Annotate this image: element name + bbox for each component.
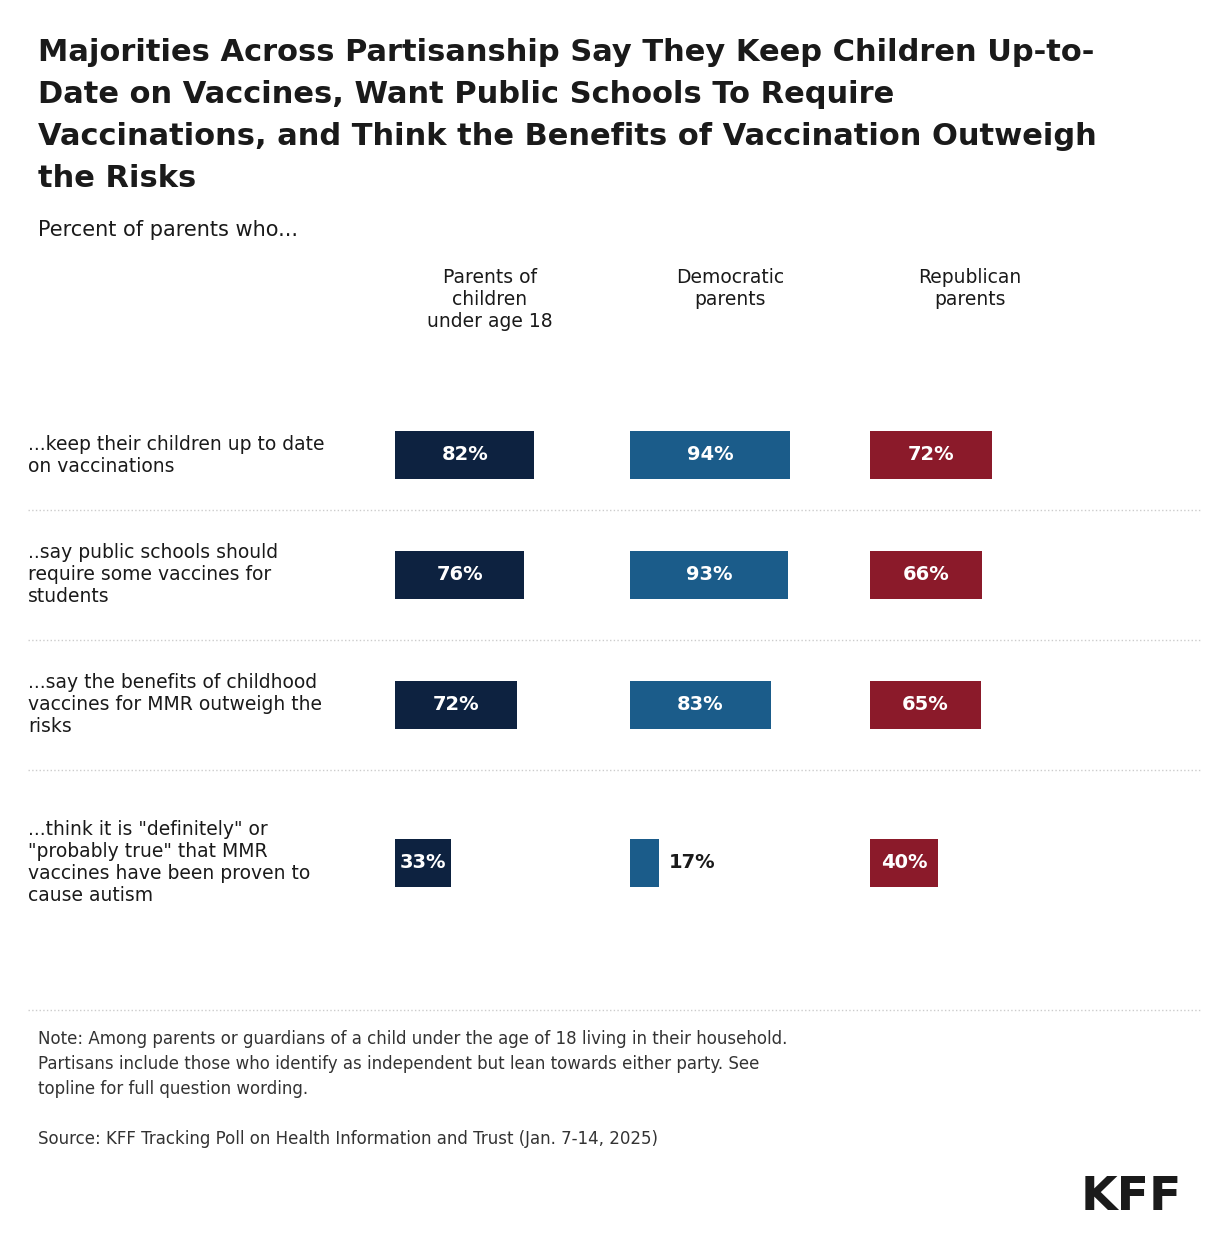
Text: 65%: 65% — [902, 696, 949, 715]
Text: Vaccinations, and Think the Benefits of Vaccination Outweigh: Vaccinations, and Think the Benefits of … — [38, 122, 1097, 151]
Text: 40%: 40% — [881, 853, 927, 872]
Text: Percent of parents who...: Percent of parents who... — [38, 220, 298, 240]
Text: ...think it is "definitely" or
"probably true" that MMR
vaccines have been prove: ...think it is "definitely" or "probably… — [28, 820, 310, 906]
Text: ...say the benefits of childhood
vaccines for MMR outweigh the
risks: ...say the benefits of childhood vaccine… — [28, 673, 322, 736]
Text: Democratic
parents: Democratic parents — [676, 268, 784, 309]
Text: 17%: 17% — [669, 853, 715, 872]
Text: the Risks: the Risks — [38, 165, 196, 193]
Bar — [395, 551, 525, 599]
Text: Source: KFF Tracking Poll on Health Information and Trust (Jan. 7-14, 2025): Source: KFF Tracking Poll on Health Info… — [38, 1130, 658, 1148]
Bar — [630, 551, 788, 599]
Text: 72%: 72% — [433, 696, 479, 715]
Text: 66%: 66% — [903, 565, 949, 584]
Bar — [630, 431, 789, 479]
Text: 83%: 83% — [677, 696, 723, 715]
Text: ..say public schools should
require some vaccines for
students: ..say public schools should require some… — [28, 544, 278, 607]
Text: Date on Vaccines, Want Public Schools To Require: Date on Vaccines, Want Public Schools To… — [38, 80, 894, 109]
Text: Majorities Across Partisanship Say They Keep Children Up-to-: Majorities Across Partisanship Say They … — [38, 38, 1094, 67]
Bar — [395, 681, 517, 728]
Text: 76%: 76% — [437, 565, 483, 584]
Bar — [630, 839, 659, 887]
Bar — [870, 431, 992, 479]
Text: Note: Among parents or guardians of a child under the age of 18 living in their : Note: Among parents or guardians of a ch… — [38, 1030, 787, 1098]
Text: Republican
parents: Republican parents — [919, 268, 1021, 309]
Bar — [395, 431, 534, 479]
Bar — [630, 681, 771, 728]
Text: 33%: 33% — [400, 853, 447, 872]
Text: Parents of
children
under age 18: Parents of children under age 18 — [427, 268, 553, 332]
Text: 82%: 82% — [442, 446, 488, 465]
Bar — [870, 681, 981, 728]
Bar — [395, 839, 451, 887]
Text: 93%: 93% — [686, 565, 732, 584]
Text: 94%: 94% — [687, 446, 733, 465]
Bar — [870, 839, 938, 887]
Bar — [870, 551, 982, 599]
Text: KFF: KFF — [1081, 1176, 1182, 1220]
Text: 72%: 72% — [908, 446, 954, 465]
Text: ...keep their children up to date
on vaccinations: ...keep their children up to date on vac… — [28, 435, 325, 476]
